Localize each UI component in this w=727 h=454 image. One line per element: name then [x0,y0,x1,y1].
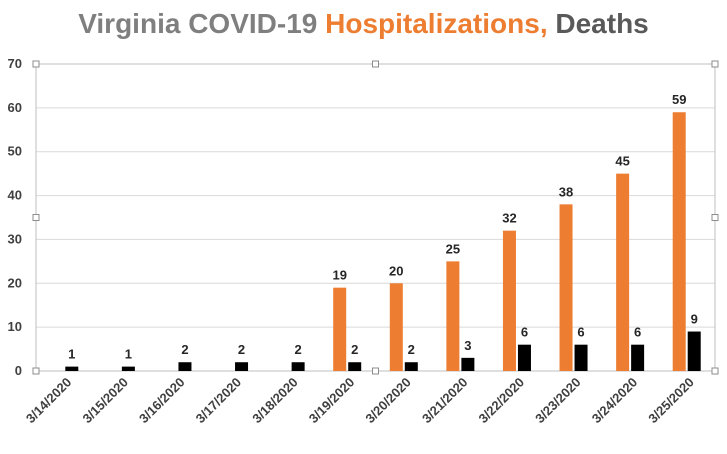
bar-deaths [404,362,418,371]
bar-deaths [574,344,588,371]
x-tick-label: 3/15/2020 [79,375,131,427]
bar-deaths [235,362,249,371]
data-label-deaths: 3 [464,338,471,353]
data-label-deaths: 2 [408,342,415,357]
title-part-deaths: Deaths [555,8,649,39]
data-label-deaths: 2 [181,342,188,357]
bar-deaths [687,331,701,371]
selection-handle [372,60,379,68]
y-tick-label: 20 [8,275,22,290]
bar-hospitalizations [333,287,347,371]
selection-handle [32,367,40,375]
bar-hospitalizations [616,173,630,371]
selection-handle [32,214,40,221]
y-tick-label: 0 [15,363,22,378]
bar-hospitalizations [559,204,573,371]
data-label-deaths: 6 [577,325,584,340]
data-label-hospitalizations: 20 [389,263,403,278]
bar-deaths [348,362,362,371]
y-tick-label: 30 [8,231,22,246]
selection-handle [711,367,719,375]
selection-handle [32,60,40,68]
data-label-hospitalizations: 19 [332,268,346,283]
y-tick-label: 40 [8,188,22,203]
title-part-1: Virginia COVID-19 [78,8,318,39]
bar-deaths [291,362,305,371]
y-tick-label: 50 [8,144,22,159]
x-tick-label: 3/21/2020 [419,375,471,427]
bar-hospitalizations [389,283,403,371]
bar-deaths [631,344,645,371]
y-tick-label: 60 [8,100,22,115]
x-tick-label: 3/16/2020 [136,375,188,427]
y-tick-label: 10 [8,319,22,334]
data-label-deaths: 1 [68,347,75,362]
data-label-hospitalizations: 38 [559,184,573,199]
x-tick-label: 3/22/2020 [476,375,528,427]
plot-area-frame [35,63,716,372]
data-label-deaths: 2 [238,342,245,357]
bar-deaths [121,366,135,371]
bar-deaths [517,344,531,371]
data-label-hospitalizations: 25 [446,241,460,256]
data-label-hospitalizations: 59 [672,92,686,107]
x-tick-label: 3/20/2020 [362,375,414,427]
data-label-deaths: 9 [691,312,698,327]
bar-hospitalizations [672,112,686,371]
data-label-deaths: 6 [521,325,528,340]
bar-deaths [65,366,79,371]
x-tick-label: 3/23/2020 [532,375,584,427]
data-label-hospitalizations: 32 [502,211,516,226]
data-label-deaths: 2 [295,342,302,357]
data-label-deaths: 6 [634,325,641,340]
bar-deaths [178,362,192,371]
bar-hospitalizations [446,261,460,371]
x-tick-label: 3/25/2020 [645,375,697,427]
x-tick-label: 3/17/2020 [193,375,245,427]
bar-deaths [461,357,475,371]
x-tick-label: 3/24/2020 [589,375,641,427]
selection-handle [711,60,719,68]
data-label-deaths: 1 [125,347,132,362]
chart-title: Virginia COVID-19 Hospitalizations, Deat… [0,8,727,40]
selection-handle [711,214,719,221]
x-tick-label: 3/19/2020 [306,375,358,427]
selection-handle [372,367,379,375]
data-label-deaths: 2 [351,342,358,357]
x-tick-label: 3/14/2020 [23,375,75,427]
y-tick-label: 70 [8,56,22,71]
x-tick-label: 3/18/2020 [249,375,301,427]
data-label-hospitalizations: 45 [615,154,629,169]
title-part-hospitalizations: Hospitalizations, [325,8,548,39]
bar-hospitalizations [502,230,516,371]
